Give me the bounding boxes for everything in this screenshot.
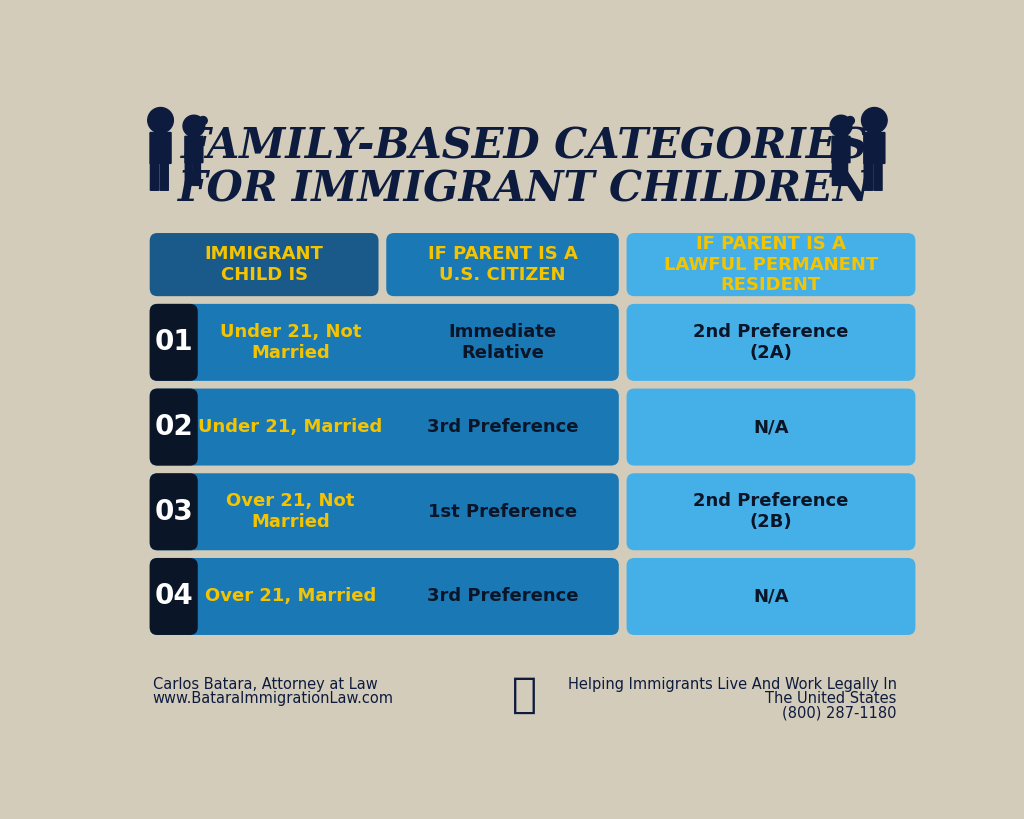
FancyBboxPatch shape [840, 161, 848, 186]
Text: 02: 02 [155, 413, 194, 441]
Circle shape [846, 116, 854, 124]
Text: Ⓑ: Ⓑ [512, 673, 538, 716]
FancyBboxPatch shape [831, 161, 840, 186]
FancyBboxPatch shape [160, 162, 169, 191]
Text: The United States: The United States [765, 691, 897, 706]
Circle shape [199, 116, 207, 124]
FancyBboxPatch shape [627, 473, 915, 550]
FancyBboxPatch shape [150, 233, 379, 296]
Text: www.BataraImmigrationLaw.com: www.BataraImmigrationLaw.com [153, 691, 394, 706]
Text: Under 21, Not
Married: Under 21, Not Married [220, 323, 361, 362]
FancyBboxPatch shape [150, 388, 618, 465]
Text: Immediate
Relative: Immediate Relative [449, 323, 557, 362]
FancyBboxPatch shape [627, 388, 915, 465]
Text: Over 21, Not
Married: Over 21, Not Married [226, 492, 354, 532]
Text: FAMILY-BASED CATEGORIES: FAMILY-BASED CATEGORIES [181, 125, 868, 167]
Text: (800) 287-1180: (800) 287-1180 [782, 705, 897, 720]
Text: N/A: N/A [754, 587, 788, 605]
Circle shape [861, 107, 887, 133]
Text: IMMIGRANT
CHILD IS: IMMIGRANT CHILD IS [205, 245, 324, 284]
FancyBboxPatch shape [184, 161, 193, 186]
Text: FOR IMMIGRANT CHILDREN: FOR IMMIGRANT CHILDREN [178, 168, 871, 210]
Text: 1st Preference: 1st Preference [428, 503, 578, 521]
FancyBboxPatch shape [150, 162, 160, 191]
FancyBboxPatch shape [150, 388, 198, 465]
Text: 3rd Preference: 3rd Preference [427, 587, 579, 605]
FancyBboxPatch shape [831, 136, 851, 163]
Text: 2nd Preference
(2A): 2nd Preference (2A) [693, 323, 849, 362]
FancyBboxPatch shape [863, 132, 886, 164]
FancyBboxPatch shape [184, 136, 204, 163]
Circle shape [830, 115, 852, 137]
Text: N/A: N/A [754, 418, 788, 436]
FancyBboxPatch shape [627, 233, 915, 296]
Text: IF PARENT IS A
LAWFUL PERMANENT
RESIDENT: IF PARENT IS A LAWFUL PERMANENT RESIDENT [664, 235, 879, 294]
Text: IF PARENT IS A
U.S. CITIZEN: IF PARENT IS A U.S. CITIZEN [428, 245, 578, 284]
FancyBboxPatch shape [150, 473, 618, 550]
Text: Carlos Batara, Attorney at Law: Carlos Batara, Attorney at Law [153, 677, 378, 692]
Text: Helping Immigrants Live And Work Legally In: Helping Immigrants Live And Work Legally… [567, 677, 897, 692]
Text: 3rd Preference: 3rd Preference [427, 418, 579, 436]
Text: 01: 01 [155, 328, 194, 356]
FancyBboxPatch shape [150, 304, 618, 381]
Text: 2nd Preference
(2B): 2nd Preference (2B) [693, 492, 849, 532]
Circle shape [183, 115, 205, 137]
FancyBboxPatch shape [386, 233, 618, 296]
FancyBboxPatch shape [150, 304, 198, 381]
Text: 03: 03 [155, 498, 194, 526]
FancyBboxPatch shape [627, 304, 915, 381]
Text: Under 21, Married: Under 21, Married [199, 418, 383, 436]
FancyBboxPatch shape [193, 161, 201, 186]
Text: Over 21, Married: Over 21, Married [205, 587, 376, 605]
FancyBboxPatch shape [863, 162, 873, 191]
FancyBboxPatch shape [150, 132, 172, 164]
FancyBboxPatch shape [150, 473, 198, 550]
Text: 04: 04 [155, 582, 194, 610]
FancyBboxPatch shape [150, 558, 198, 635]
Circle shape [147, 107, 173, 133]
FancyBboxPatch shape [627, 558, 915, 635]
FancyBboxPatch shape [873, 162, 883, 191]
FancyBboxPatch shape [150, 558, 618, 635]
